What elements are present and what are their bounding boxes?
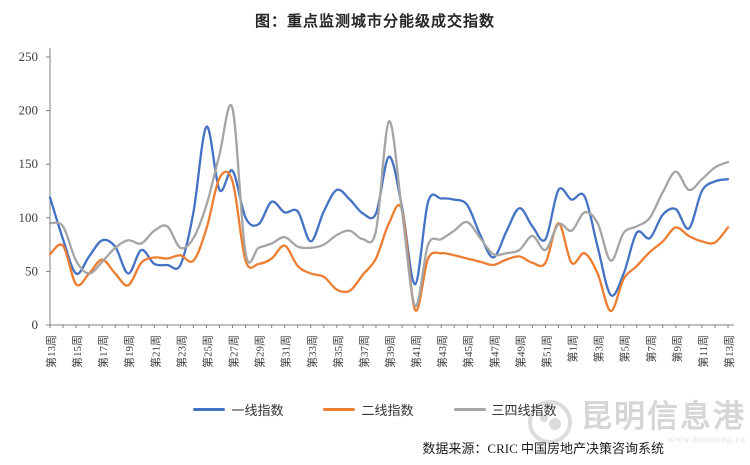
data-source-caption: 数据来源：CRIC 中国房地产决策咨询系统 [422,441,664,456]
x-tick-label: 第9周 [670,335,684,363]
x-tick-label: 第51周 [539,335,553,368]
y-tick-label: 200 [19,103,39,118]
x-tick-label: 第5周 [618,335,632,363]
legend-label-tier34: 三四线指数 [491,403,557,418]
x-tick-label: 第37周 [357,335,371,368]
x-tick-label: 第15周 [70,335,84,368]
x-tick-label: 第21周 [148,335,162,368]
x-tick-label: 第7周 [644,335,658,363]
watermark-url: www.kunming.cn [668,433,746,444]
chart-legend: 一线指数 二线指数 三四线指数 [0,400,750,419]
x-tick-label: 第31周 [279,335,293,368]
tier1-line-swatch [193,408,226,411]
x-tick-label: 第29周 [253,335,267,368]
x-tick-label: 第25周 [200,335,214,368]
legend-label-tier2: 二线指数 [361,403,414,418]
x-tick-label: 第35周 [331,335,345,368]
legend-item-tier2: 二线指数 [323,400,414,419]
x-tick-label: 第41周 [409,335,423,368]
x-tick-label: 第17周 [96,335,110,368]
x-tick-label: 第49周 [513,335,527,368]
x-tick-label: 第27周 [227,335,241,368]
x-tick-label: 第13周 [44,335,58,368]
x-tick-label: 第23周 [174,335,188,368]
y-tick-label: 100 [19,210,39,225]
chart-title: 图：重点监测城市分能级成交指数 [254,14,495,30]
x-tick-label: 第13周 [722,335,736,368]
y-tick-label: 50 [25,263,38,278]
x-tick-label: 第3周 [592,335,606,363]
x-tick-label: 第11周 [696,335,710,368]
x-tick-label: 第43周 [435,335,449,368]
legend-label-tier1: 一线指数 [231,403,284,418]
y-tick-label: 250 [19,49,39,64]
legend-item-tier1: 一线指数 [193,400,283,419]
series-line-1 [48,170,730,313]
y-tick-label: 0 [32,317,39,332]
x-tick-label: 第45周 [461,335,475,368]
x-tick-label: 第33周 [305,335,319,368]
x-tick-label: 第19周 [122,335,136,368]
tier34-line-swatch [453,408,486,411]
x-tick-label: 第1周 [566,335,580,363]
x-tick-label: 第47周 [487,335,501,368]
tier2-line-swatch [323,408,356,411]
series-line-2 [48,104,730,307]
legend-item-tier34: 三四线指数 [453,400,557,419]
line-chart: 050100150200250第13周 第15周 第17周 第19周 第21周 第23周第… [19,48,736,368]
series-line-0 [48,125,730,297]
y-tick-label: 150 [19,156,39,171]
x-tick-label: 第39周 [383,335,397,368]
